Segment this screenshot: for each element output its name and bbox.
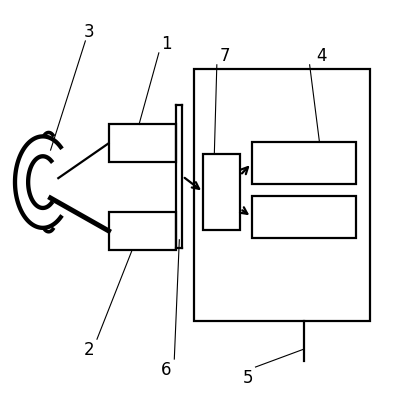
Text: 4: 4 <box>316 47 327 65</box>
Text: 2: 2 <box>84 340 94 358</box>
Bar <box>203 155 240 230</box>
Text: 7: 7 <box>219 47 230 65</box>
Text: 1: 1 <box>161 35 172 53</box>
Bar <box>194 70 370 322</box>
Text: 3: 3 <box>84 23 94 41</box>
Bar <box>109 125 176 163</box>
Text: 6: 6 <box>161 360 172 378</box>
Bar <box>109 212 176 250</box>
Bar <box>252 196 356 238</box>
Bar <box>252 143 356 185</box>
Text: 5: 5 <box>243 368 253 386</box>
